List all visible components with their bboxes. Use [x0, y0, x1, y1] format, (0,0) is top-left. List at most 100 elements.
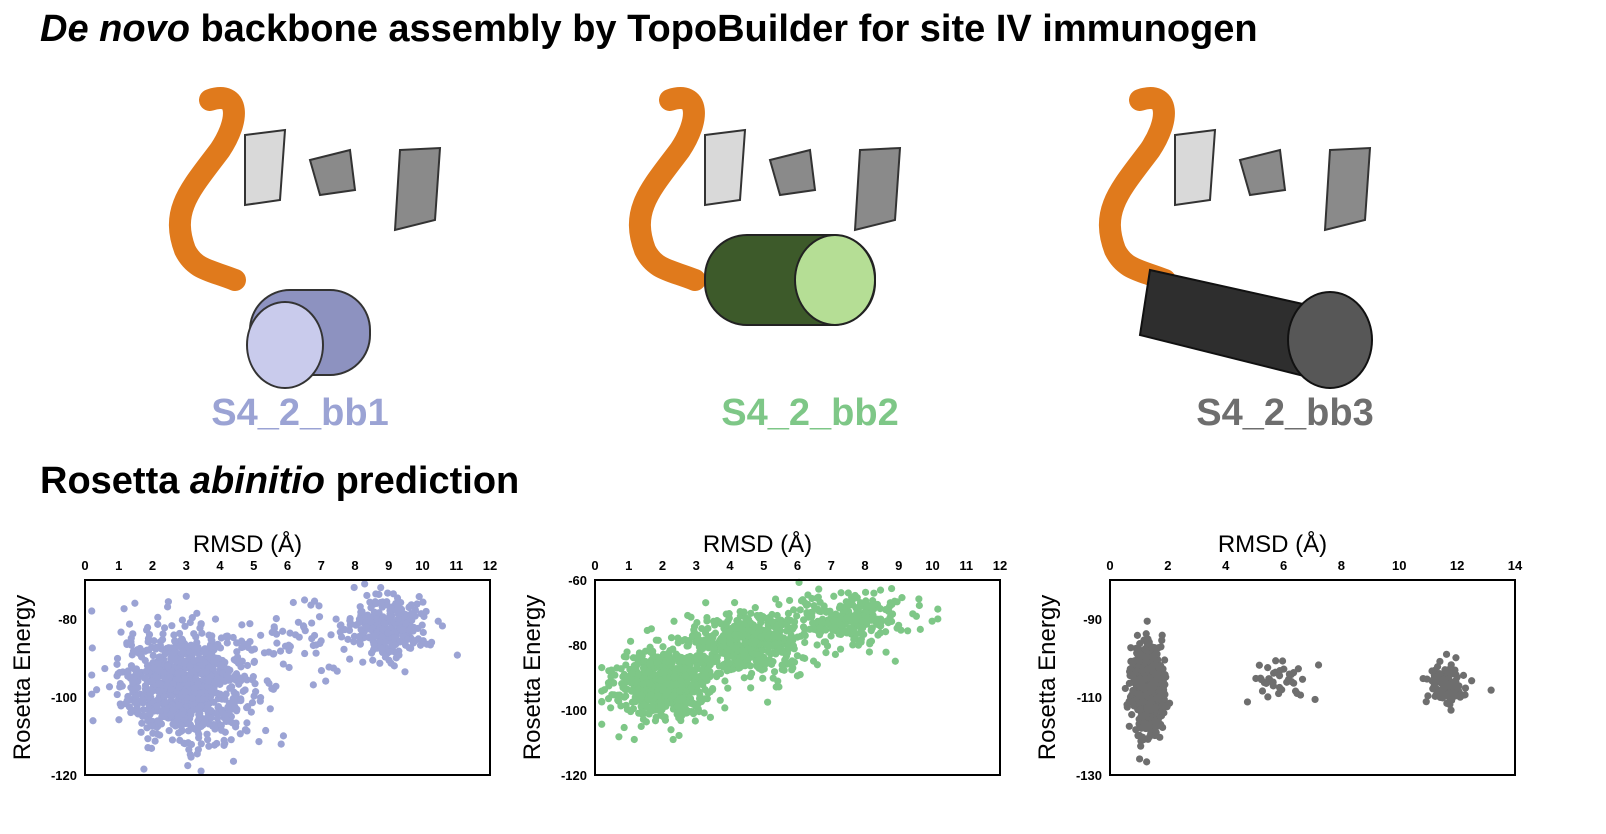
data-point	[370, 608, 379, 616]
backbone-structure-1	[150, 80, 570, 400]
data-point	[815, 585, 823, 593]
data-point	[1160, 702, 1168, 710]
subtitle-suffix: prediction	[325, 460, 520, 502]
data-point	[233, 648, 241, 656]
data-point	[130, 665, 138, 673]
data-point	[146, 717, 154, 725]
data-point	[175, 729, 183, 737]
data-point	[377, 583, 385, 592]
data-point	[175, 683, 183, 692]
data-point	[1125, 722, 1133, 730]
data-point	[915, 595, 923, 603]
data-point	[852, 615, 860, 624]
data-point	[205, 677, 213, 685]
y-axis-title: Rosetta Energy	[1034, 595, 1061, 760]
data-point	[681, 672, 690, 680]
data-point	[117, 628, 125, 636]
data-point	[813, 661, 821, 669]
data-point	[719, 637, 727, 645]
data-point	[863, 602, 871, 610]
data-point	[148, 677, 156, 685]
data-point	[667, 634, 676, 642]
data-point	[598, 697, 606, 706]
data-point	[667, 726, 675, 734]
data-point	[1134, 646, 1142, 654]
data-point	[656, 676, 665, 684]
data-point	[691, 717, 699, 725]
data-point	[181, 658, 189, 666]
data-point	[207, 706, 215, 715]
data-point	[168, 692, 176, 701]
data-point	[378, 644, 387, 652]
data-point	[149, 651, 157, 660]
data-point	[198, 669, 206, 677]
data-point	[336, 621, 344, 630]
data-point	[870, 589, 878, 597]
data-point	[181, 622, 189, 630]
data-point	[615, 733, 623, 741]
data-point	[223, 716, 231, 724]
data-point	[270, 623, 278, 631]
data-point	[201, 648, 209, 656]
data-point	[620, 670, 628, 679]
data-point	[703, 656, 711, 664]
scatter-plot-2: RMSD (Å) Rosetta Energy 0 1 2 3 4 5 6 7 8 9 10 11 12 -6…	[519, 530, 1020, 795]
data-point	[1419, 674, 1427, 683]
structure-illustration-1	[168, 87, 442, 389]
data-point	[197, 767, 205, 775]
y-tick-label: -90	[1083, 612, 1102, 627]
data-point	[286, 629, 294, 637]
data-point	[141, 674, 149, 682]
data-point	[171, 637, 179, 645]
data-point	[346, 616, 354, 625]
data-point	[243, 661, 252, 670]
data-point	[670, 673, 678, 681]
data-point	[673, 703, 682, 711]
data-point	[830, 623, 838, 631]
data-point	[611, 671, 619, 679]
data-point	[422, 607, 430, 616]
data-point	[647, 691, 655, 699]
data-point	[272, 614, 280, 623]
data-point	[381, 619, 389, 628]
data-point	[211, 725, 219, 733]
data-point	[88, 644, 96, 652]
data-point	[703, 617, 711, 625]
data-point	[859, 624, 867, 632]
scatter-plot-1: RMSD (Å) Rosetta Energy 0 1 2 3 4 5 6 7 8 9 10 11 12 -8…	[9, 530, 510, 795]
data-point	[711, 621, 719, 629]
data-point	[684, 611, 692, 620]
data-point	[118, 682, 126, 690]
data-point	[381, 638, 389, 646]
data-point	[697, 697, 705, 706]
data-point	[1148, 681, 1156, 689]
data-point	[676, 665, 684, 673]
data-point	[835, 604, 844, 612]
data-point	[762, 660, 770, 668]
data-point	[757, 617, 765, 626]
data-point	[1157, 643, 1165, 651]
plot-frame	[84, 579, 491, 776]
data-point	[617, 702, 625, 710]
data-point	[1143, 758, 1151, 766]
data-point	[409, 610, 417, 618]
data-point	[789, 664, 797, 672]
data-point	[740, 608, 748, 616]
x-tick-label: 0	[81, 558, 88, 573]
data-point	[623, 705, 632, 714]
data-point	[208, 636, 216, 645]
data-point	[169, 705, 177, 714]
data-point	[674, 634, 682, 642]
data-point	[325, 663, 333, 671]
data-point	[660, 667, 668, 675]
data-point	[233, 707, 241, 715]
x-tick-label: 2	[1164, 558, 1171, 573]
x-tick-label: 3	[693, 558, 700, 573]
data-point	[837, 621, 845, 629]
data-point	[698, 644, 706, 652]
data-point	[774, 677, 782, 685]
data-point	[243, 719, 251, 727]
data-point	[701, 669, 709, 677]
x-tick-label: 10	[415, 558, 429, 573]
data-point	[113, 660, 121, 668]
